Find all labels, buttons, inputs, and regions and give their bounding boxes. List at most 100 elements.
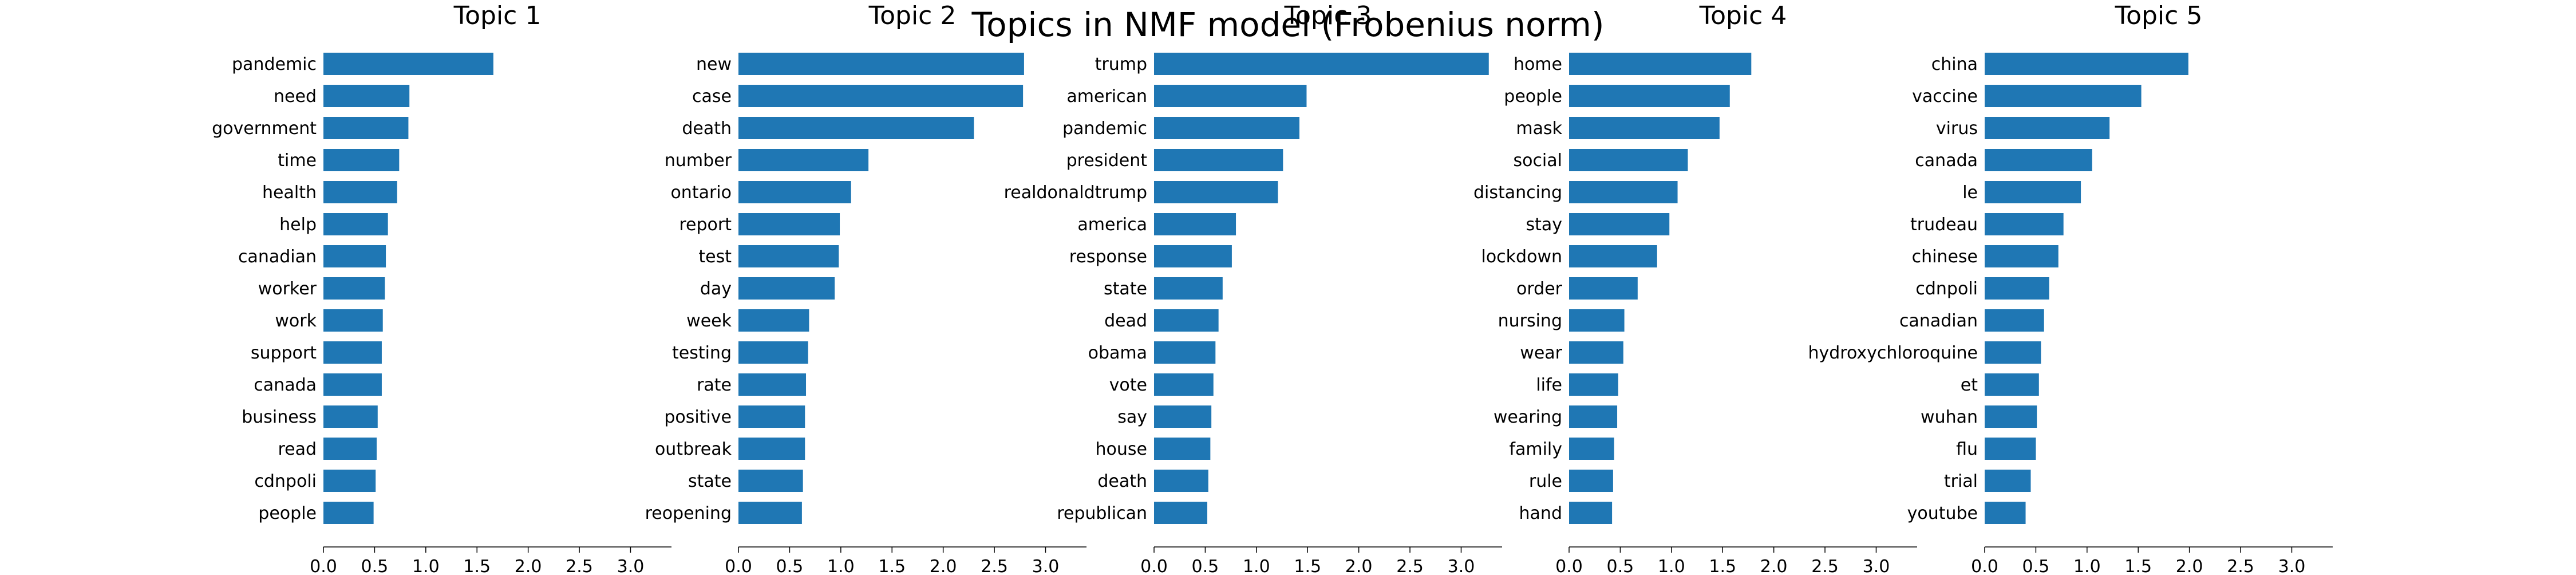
category-label: need (274, 86, 317, 107)
bar (323, 213, 388, 235)
category-label: canadian (1899, 311, 1978, 331)
bar (738, 53, 1024, 75)
category-label: worker (258, 279, 317, 299)
bar (1569, 502, 1613, 524)
bar (1154, 85, 1307, 107)
category-label: say (1117, 407, 1147, 427)
x-tick-label: 1.5 (463, 557, 491, 573)
bar (323, 53, 493, 75)
bar (1985, 117, 2110, 139)
x-tick-label: 2.5 (1396, 557, 1424, 573)
x-tick-label: 1.5 (1294, 557, 1321, 573)
category-label: help (279, 215, 317, 235)
bar (323, 117, 409, 139)
category-label: health (262, 183, 317, 203)
x-tick-label: 2.5 (981, 557, 1008, 573)
category-label: case (692, 86, 732, 107)
category-label: life (1536, 375, 1562, 395)
x-tick-label: 0.5 (776, 557, 804, 573)
category-label: vote (1109, 375, 1147, 395)
bar (1154, 53, 1489, 75)
category-label: business (242, 407, 317, 427)
category-label: test (698, 247, 732, 267)
x-tick-label: 2.0 (1345, 557, 1373, 573)
category-label: people (1504, 86, 1562, 107)
x-tick-label: 0.0 (310, 557, 337, 573)
bar (738, 309, 809, 332)
bar (1154, 309, 1219, 332)
bar (738, 502, 802, 524)
subplot-title: Topic 4 (1699, 1, 1787, 30)
bar (738, 277, 835, 300)
bar (323, 277, 385, 300)
x-tick-label: 0.5 (1192, 557, 1219, 573)
bar (738, 373, 807, 396)
bar (1985, 309, 2044, 332)
bar (1569, 341, 1623, 364)
category-label: wear (1520, 343, 1562, 363)
bar (1154, 438, 1211, 460)
bar (1985, 149, 2092, 171)
subplot-title: Topic 2 (868, 1, 957, 30)
bar (1985, 213, 2064, 235)
category-label: week (686, 311, 732, 331)
bar (323, 341, 382, 364)
category-label: dead (1104, 311, 1147, 331)
bar (1985, 341, 2041, 364)
bar (738, 149, 869, 171)
category-label: virus (1936, 119, 1978, 139)
bar (1154, 470, 1208, 492)
category-label: obama (1088, 343, 1147, 363)
x-tick-label: 0.0 (1555, 557, 1583, 573)
bar (738, 405, 805, 428)
category-label: home (1514, 54, 1562, 74)
x-tick-label: 3.0 (617, 557, 645, 573)
bar (1985, 245, 2059, 267)
x-tick-label: 1.0 (412, 557, 440, 573)
category-label: reopening (645, 503, 732, 523)
x-tick-label: 0.5 (1607, 557, 1634, 573)
x-tick-label: 1.5 (2124, 557, 2152, 573)
category-label: canada (254, 375, 317, 395)
category-label: flu (1956, 439, 1978, 459)
bar (1154, 373, 1214, 396)
x-tick-label: 3.0 (1448, 557, 1475, 573)
category-label: realdonaldtrump (1004, 183, 1147, 203)
category-label: distancing (1473, 183, 1562, 203)
bar (323, 181, 397, 203)
bar (1569, 245, 1657, 267)
x-tick-label: 1.0 (1243, 557, 1270, 573)
x-tick-label: 2.0 (930, 557, 957, 573)
bar (323, 470, 376, 492)
category-label: positive (664, 407, 732, 427)
x-tick-label: 1.5 (878, 557, 906, 573)
bar (323, 438, 377, 460)
category-label: cdnpoli (1915, 279, 1978, 299)
bar (738, 117, 974, 139)
bar (1569, 149, 1688, 171)
category-label: new (696, 54, 732, 74)
category-label: work (275, 311, 317, 331)
bar (1985, 470, 2031, 492)
category-label: death (1097, 471, 1147, 491)
bar (323, 245, 386, 267)
x-tick-label: 1.5 (1709, 557, 1736, 573)
category-label: youtube (1907, 503, 1978, 523)
bar (323, 85, 410, 107)
bar (738, 438, 805, 460)
bar (1569, 373, 1618, 396)
category-label: state (1104, 279, 1147, 299)
bar (1569, 405, 1618, 428)
x-tick-label: 0.0 (1971, 557, 1998, 573)
bar (1154, 117, 1299, 139)
bar (323, 373, 382, 396)
x-tick-label: 2.5 (1811, 557, 1839, 573)
category-label: le (1962, 183, 1978, 203)
bar (1569, 53, 1752, 75)
category-label: time (278, 151, 317, 171)
category-label: government (212, 119, 317, 139)
category-label: social (1513, 151, 1562, 171)
x-tick-label: 3.0 (2278, 557, 2306, 573)
category-label: wearing (1494, 407, 1562, 427)
bar (1985, 438, 2036, 460)
